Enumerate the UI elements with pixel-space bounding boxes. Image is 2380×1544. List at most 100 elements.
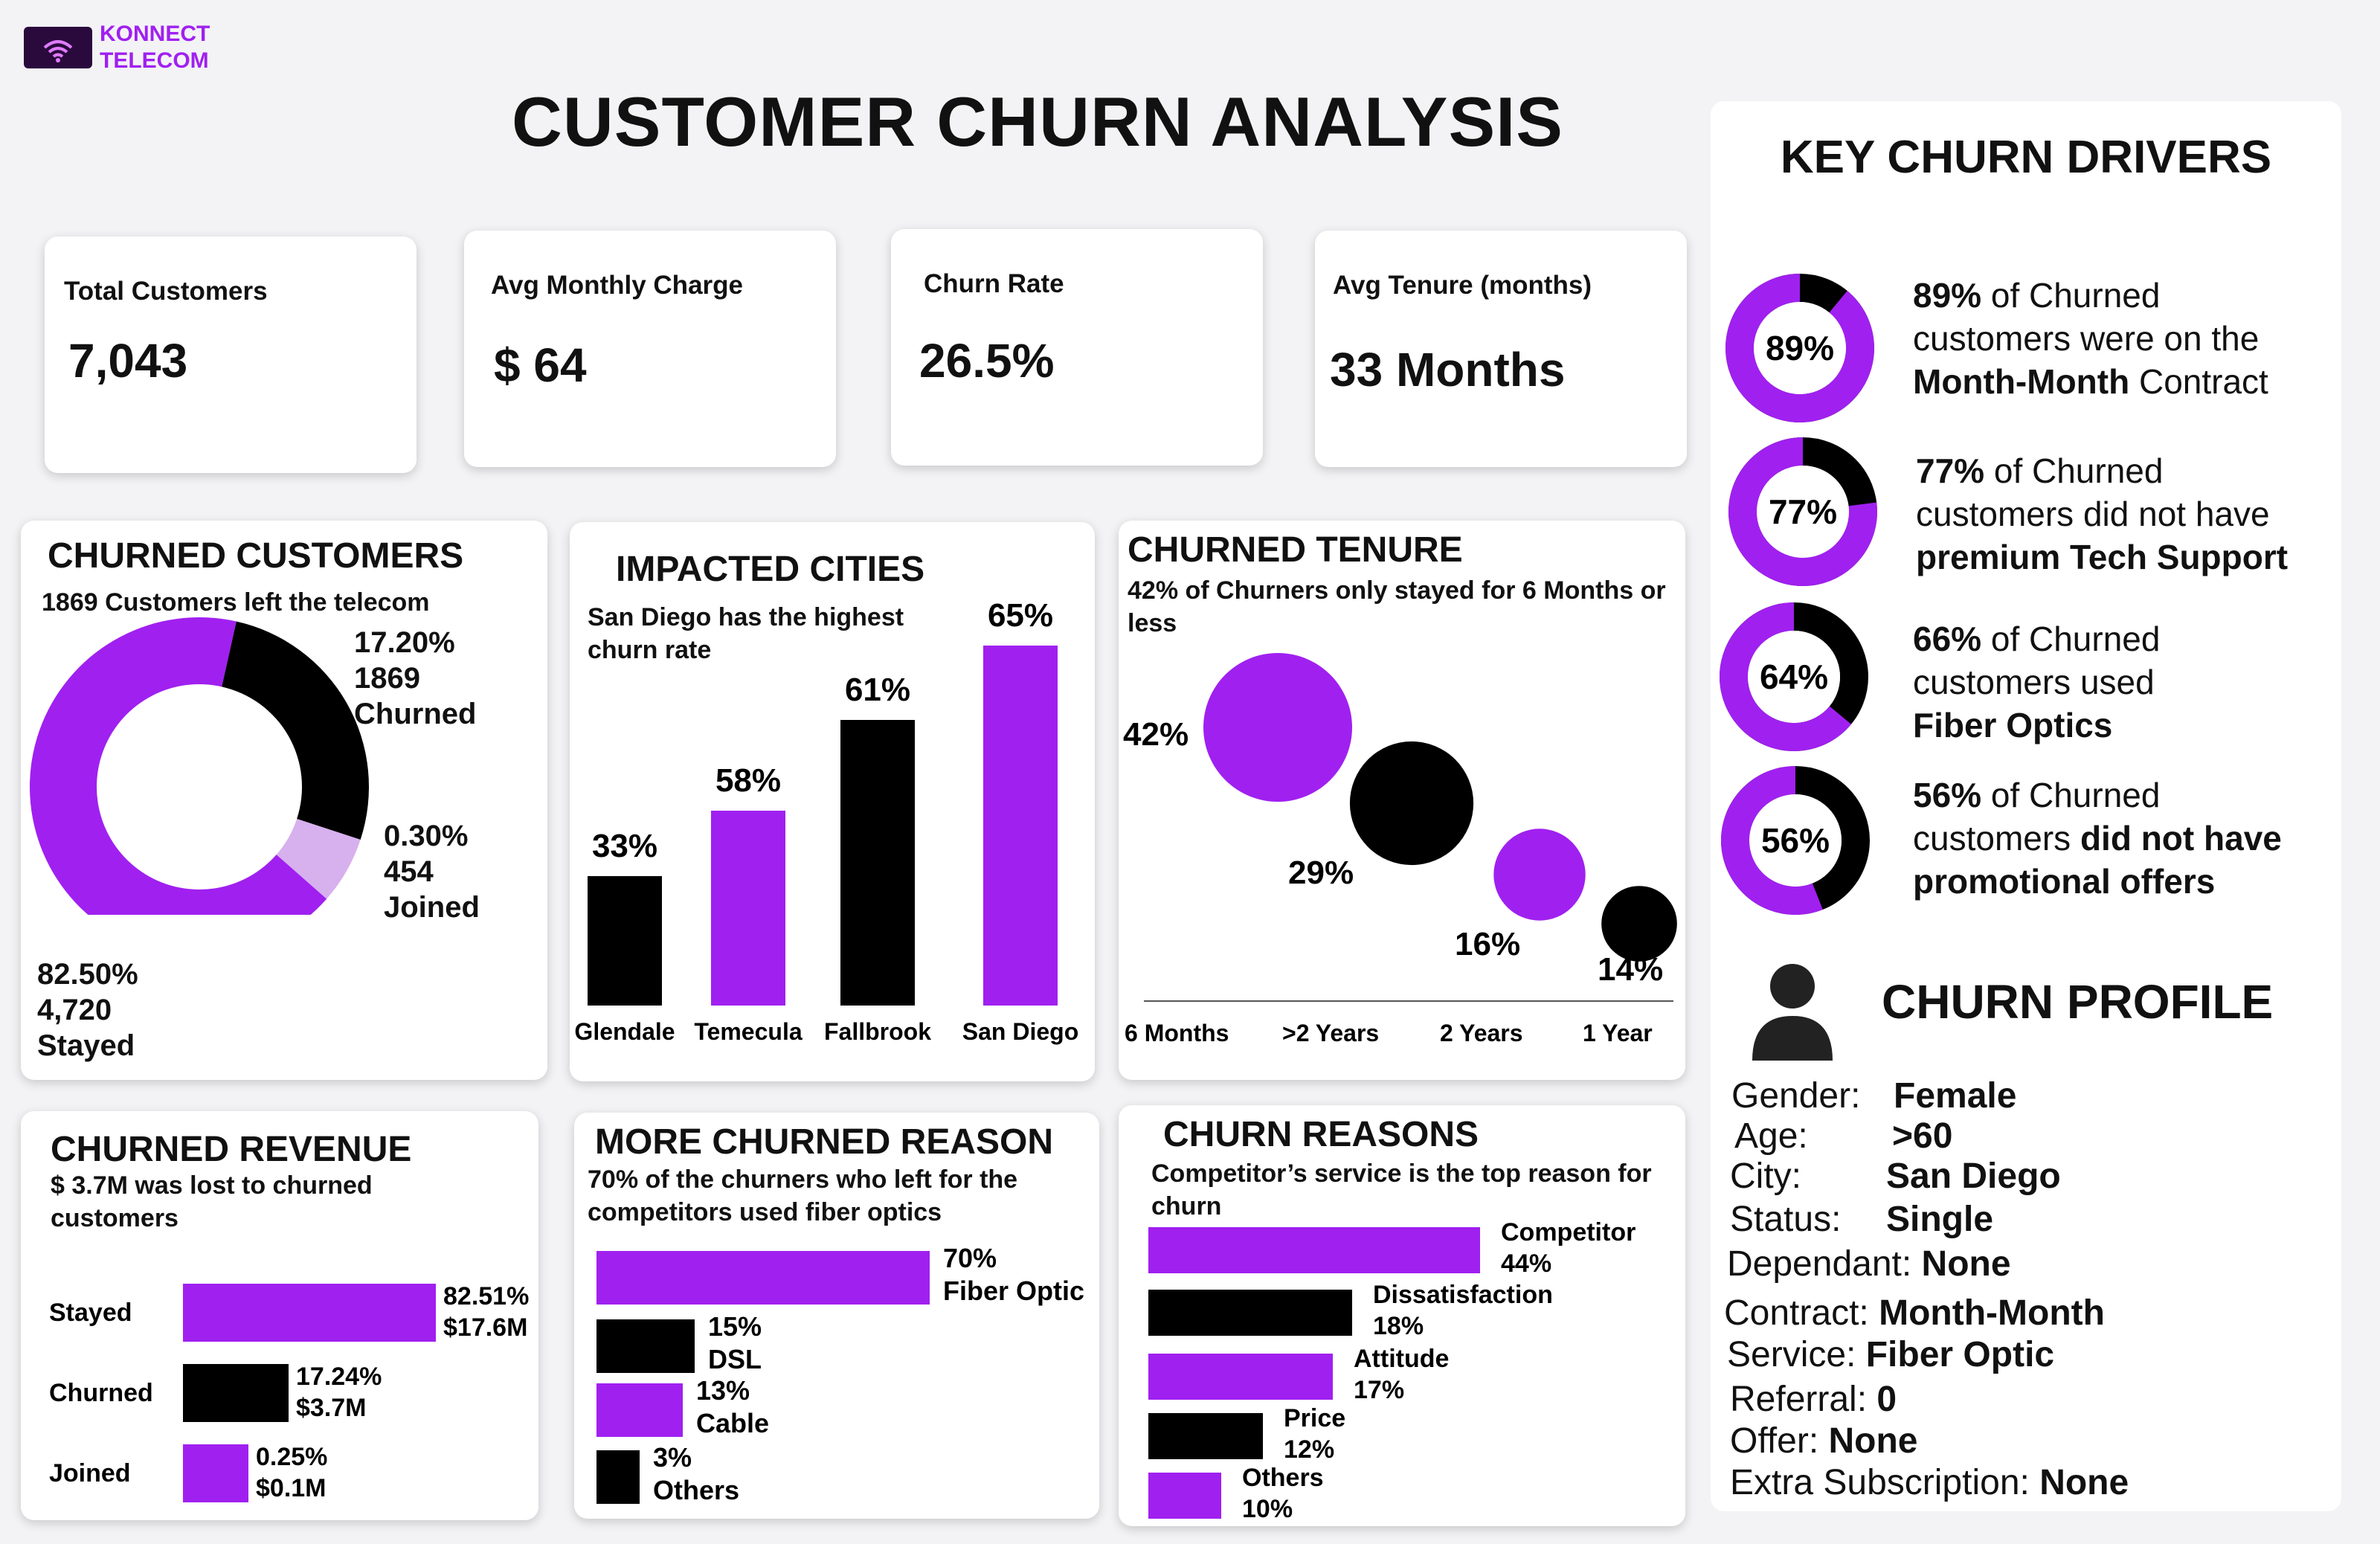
reason-pct-label: 15% bbox=[708, 1311, 762, 1342]
kpi-card-avg-monthly-charge: Avg Monthly Charge $ 64 bbox=[464, 231, 836, 467]
profile-label: Gender: bbox=[1731, 1076, 1861, 1116]
card-title: MORE CHURNED REASON bbox=[595, 1122, 1054, 1162]
wifi-icon bbox=[43, 40, 73, 62]
profile-row-gender: Gender: Female bbox=[1731, 1075, 2016, 1116]
revenue-pct-label: 0.25% bbox=[256, 1443, 327, 1471]
revenue-bar-stayed bbox=[183, 1284, 436, 1342]
label-stayed-count: 4,720 bbox=[37, 994, 112, 1026]
kpi-card-churn-rate: Churn Rate 26.5% bbox=[891, 229, 1263, 466]
key-drivers-title: KEY CHURN DRIVERS bbox=[1780, 132, 2272, 183]
driver-line2: customers were on the bbox=[1913, 319, 2260, 358]
churned-customers-donut bbox=[30, 617, 369, 915]
bar-value-label: 58% bbox=[715, 762, 781, 799]
driver-pct: 89% bbox=[1913, 276, 1982, 315]
profile-row-city: City: San Diego bbox=[1730, 1156, 2061, 1197]
reason-bar-dsl bbox=[596, 1319, 695, 1373]
churn-reason-bar-dissatisfaction bbox=[1148, 1290, 1352, 1336]
card-subtitle: 1869 Customers left the telecom bbox=[42, 588, 430, 617]
kpi-label: Avg Tenure (months) bbox=[1333, 271, 1592, 300]
label-churned-pct: 17.20% bbox=[354, 626, 455, 659]
bubble-value-label: 42% bbox=[1123, 716, 1189, 753]
brand-name: KONNECT TELECOM bbox=[100, 21, 210, 74]
churn-reason-category-label: Competitor bbox=[1501, 1218, 1636, 1247]
driver-tail: Contract bbox=[2129, 362, 2268, 401]
kpi-value: 26.5% bbox=[919, 334, 1055, 387]
card-title: IMPACTED CITIES bbox=[616, 550, 925, 589]
bubble-value-label: 16% bbox=[1455, 926, 1520, 962]
donut-slice-churned bbox=[222, 621, 369, 840]
churned-customers-card: CHURNED CUSTOMERS 1869 Customers left th… bbox=[21, 521, 547, 1080]
driver-strong: promotional offers bbox=[1913, 862, 2216, 901]
revenue-value-label: $3.7M bbox=[296, 1394, 367, 1422]
driver-strong: premium Tech Support bbox=[1916, 538, 2289, 576]
churned-revenue-chart: Stayed 82.51% $17.6M Churned 17.24% $3.7M Join… bbox=[49, 1282, 529, 1502]
kpi-label: Total Customers bbox=[64, 277, 268, 306]
churned-revenue-card: CHURNED REVENUE $ 3.7M was lost to churn… bbox=[21, 1111, 538, 1520]
key-driver-4: 56% of Churned customers did not have pr… bbox=[1913, 773, 2374, 903]
profile-row-offer: Offer: None bbox=[1730, 1421, 1918, 1461]
churn-reason-category-label: Dissatisfaction bbox=[1373, 1281, 1553, 1309]
ring-fill bbox=[1726, 274, 1874, 422]
revenue-bar-joined bbox=[183, 1444, 248, 1502]
churn-reason-category-label: Attitude bbox=[1354, 1345, 1449, 1373]
profile-label: Extra Subscription: bbox=[1730, 1463, 2030, 1502]
bar-value-label: 61% bbox=[845, 672, 910, 708]
impacted-cities-chart: 33% Glendale 58% Temecula 61% Fallbrook 65% San… bbox=[574, 597, 1078, 1045]
profile-value: Fiber Optic bbox=[1865, 1335, 2055, 1374]
tenure-bubble-1 bbox=[1203, 653, 1352, 802]
driver-line1: of Churned bbox=[1984, 451, 2164, 490]
churned-tenure-chart: 42% 6 Months 29% >2 Years 16% 2 Years 14% 1 Yea… bbox=[1123, 653, 1677, 1046]
revenue-category-label: Joined bbox=[49, 1459, 131, 1487]
ring-fill bbox=[1720, 602, 1852, 751]
driver-line2: customers did not have bbox=[1916, 495, 2270, 533]
profile-value: 0 bbox=[1876, 1380, 1897, 1419]
driver-pct: 77% bbox=[1916, 451, 1985, 490]
profile-value: None bbox=[1828, 1421, 1918, 1461]
revenue-bar-churned bbox=[183, 1364, 289, 1422]
kpi-card-total-customers: Total Customers 7,043 bbox=[45, 237, 416, 473]
bubble-value-label: 14% bbox=[1598, 951, 1663, 988]
profile-value: Single bbox=[1886, 1200, 1994, 1239]
card-title: CHURNED CUSTOMERS bbox=[48, 536, 464, 576]
card-subtitle: 70% of the churners who left for the com… bbox=[588, 1165, 1018, 1226]
revenue-pct-label: 17.24% bbox=[296, 1363, 382, 1391]
kpi-value: $ 64 bbox=[494, 338, 587, 392]
reason-pct-label: 13% bbox=[696, 1375, 750, 1406]
bubble-category-label: >2 Years bbox=[1282, 1020, 1379, 1046]
profile-row-service: Service: Fiber Optic bbox=[1727, 1334, 2054, 1375]
label-churned-name: Churned bbox=[354, 698, 477, 730]
reason-bar-others bbox=[596, 1450, 640, 1504]
revenue-value-label: $0.1M bbox=[256, 1474, 327, 1502]
driver-line2: customers bbox=[1913, 819, 2080, 858]
driver-line1: of Churned bbox=[1981, 620, 2161, 658]
ring-label: 56% bbox=[1761, 821, 1830, 860]
churn-reason-bar-attitude bbox=[1148, 1354, 1333, 1400]
more-churned-reason-card: MORE CHURNED REASON 70% of the churners … bbox=[574, 1113, 1099, 1519]
driver-line1: of Churned bbox=[1981, 776, 2161, 814]
bar-category-label: Temecula bbox=[694, 1018, 802, 1045]
card-subtitle: San Diego has the highest churn rate bbox=[588, 603, 904, 664]
label-stayed-name: Stayed bbox=[37, 1029, 135, 1062]
label-joined-count: 454 bbox=[384, 855, 434, 888]
person-icon bbox=[1752, 964, 1833, 1061]
ring-center bbox=[1757, 466, 1849, 558]
reason-category-label: Cable bbox=[696, 1408, 769, 1438]
profile-label: Dependant: bbox=[1727, 1244, 1912, 1284]
profile-value: None bbox=[1921, 1244, 2011, 1284]
bubble-value-label: 29% bbox=[1288, 855, 1354, 891]
card-title: CHURN REASONS bbox=[1163, 1115, 1479, 1154]
reason-bar-fiber-optic bbox=[596, 1251, 930, 1305]
label-joined-name: Joined bbox=[384, 891, 480, 924]
kpi-value: 7,043 bbox=[68, 334, 188, 387]
profile-value: >60 bbox=[1892, 1116, 1953, 1156]
brand-logo bbox=[24, 27, 92, 68]
label-churned: 17.20% 1869 Churned bbox=[354, 625, 476, 732]
bar-value-label: 65% bbox=[988, 597, 1053, 634]
ring-center bbox=[1754, 302, 1846, 394]
kpi-label: Avg Monthly Charge bbox=[491, 271, 743, 300]
profile-label: Referral: bbox=[1730, 1380, 1868, 1419]
bubble-category-label: 1 Year bbox=[1583, 1020, 1653, 1046]
ring-fill bbox=[1728, 437, 1877, 586]
churn-reason-bar-price bbox=[1148, 1413, 1263, 1459]
